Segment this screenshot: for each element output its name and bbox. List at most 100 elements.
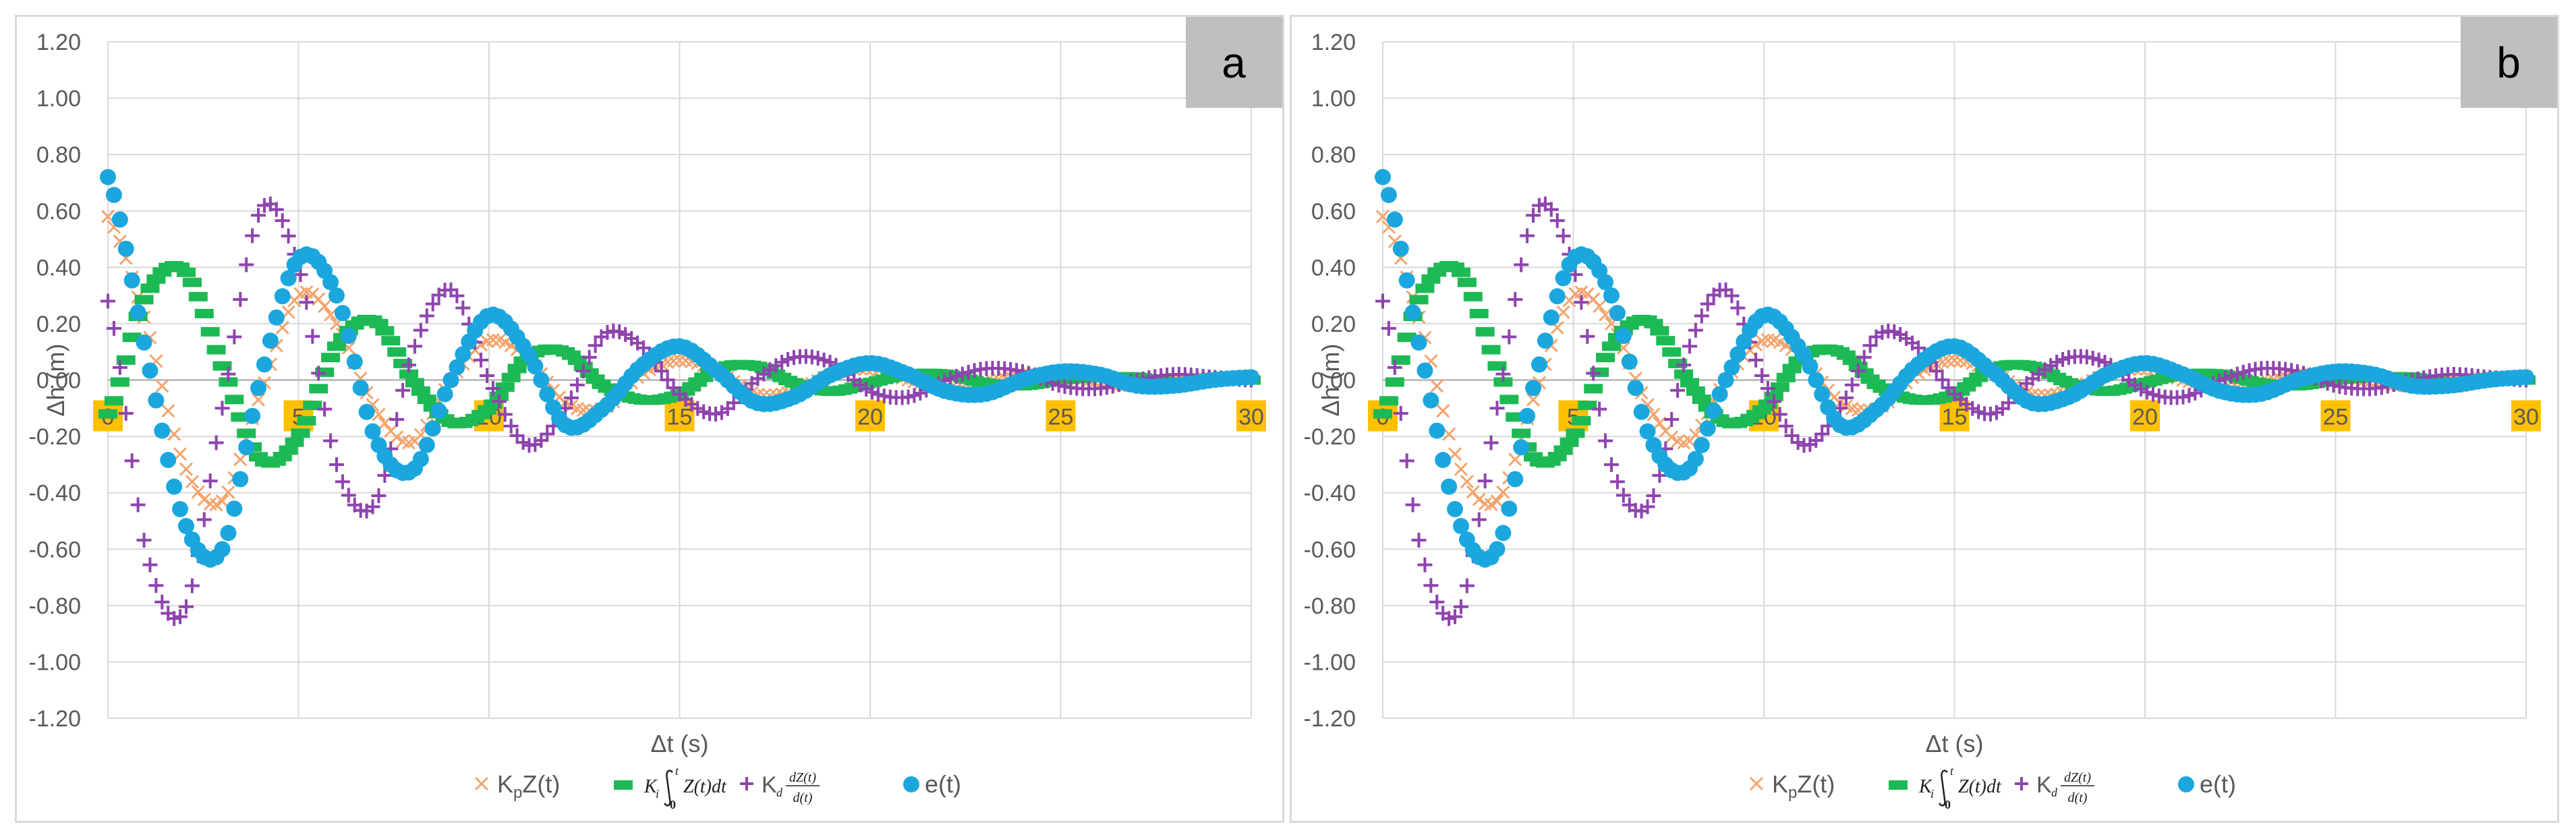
legend-ki-tail: Z(t)dt — [1958, 776, 2002, 797]
data-point — [1423, 578, 1439, 594]
data-point — [1766, 394, 1781, 409]
data-point — [172, 500, 189, 517]
data-point — [1652, 467, 1667, 483]
data-point — [1615, 488, 1631, 503]
data-point — [280, 270, 297, 287]
data-point — [130, 497, 146, 513]
data-point — [1609, 474, 1625, 490]
data-point — [371, 488, 387, 503]
data-point — [1404, 304, 1421, 321]
y-tick-label: -1.00 — [29, 649, 82, 675]
data-point — [1686, 386, 1705, 396]
data-point — [118, 405, 134, 421]
data-point — [405, 378, 424, 388]
data-point — [1559, 437, 1579, 447]
data-point — [341, 488, 356, 503]
data-point — [413, 322, 428, 338]
data-point — [291, 428, 310, 438]
data-point — [299, 295, 314, 310]
data-point — [1454, 462, 1468, 476]
data-point — [563, 390, 579, 405]
legend-ki-tail: Z(t)dt — [683, 776, 727, 797]
data-point — [215, 494, 229, 509]
data-point — [381, 336, 401, 346]
data-point — [311, 366, 326, 381]
x-tick-label: 20 — [857, 405, 883, 430]
data-point — [1387, 359, 1402, 375]
data-point — [1392, 240, 1409, 257]
legend-ki-upper: t — [675, 764, 679, 778]
legend-marker-ki — [614, 780, 633, 790]
data-point — [1808, 372, 1825, 388]
y-tick-label: -0.20 — [29, 424, 82, 450]
y-tick-label: 1.20 — [36, 30, 81, 55]
data-point — [140, 283, 160, 293]
data-point — [672, 353, 687, 368]
y-tick-label: -0.40 — [29, 481, 82, 507]
data-point — [575, 363, 591, 378]
data-point — [1436, 404, 1450, 418]
legend-ki-k: K — [643, 776, 658, 797]
data-point — [1530, 356, 1547, 373]
data-point — [346, 353, 363, 370]
data-point — [1459, 578, 1475, 594]
data-point — [244, 407, 261, 424]
legend-ki-lower: 0 — [1945, 798, 1951, 811]
data-point — [134, 295, 154, 305]
data-point — [1429, 422, 1446, 439]
data-point — [378, 416, 392, 430]
data-point — [1489, 401, 1505, 416]
data-point — [588, 338, 603, 353]
legend-kd-num: dZ(t) — [789, 770, 816, 785]
data-point — [1814, 426, 1830, 442]
data-point — [1705, 403, 1722, 420]
data-point — [1411, 532, 1427, 548]
x-tick-label: 25 — [2323, 405, 2349, 430]
panel-label: b — [2496, 38, 2521, 87]
data-point — [206, 345, 226, 355]
data-point — [185, 475, 199, 489]
data-point — [1489, 541, 1506, 558]
x-tick-highlight — [2320, 400, 2351, 432]
data-point — [1481, 345, 1501, 355]
data-point — [106, 320, 121, 336]
data-point — [419, 308, 434, 324]
y-tick-label: 0.20 — [36, 312, 81, 337]
data-point — [142, 362, 159, 379]
data-point — [1519, 407, 1536, 424]
y-tick-label: -1.20 — [1304, 706, 1356, 732]
plot-area — [98, 169, 1261, 627]
legend-label-kp: KpZ(t) — [497, 770, 560, 802]
data-point — [1441, 478, 1458, 495]
data-point — [401, 357, 417, 373]
x-tick-highlight — [2130, 400, 2160, 432]
data-point — [340, 328, 357, 345]
legend-integral-sign — [1938, 770, 1948, 807]
data-point — [166, 478, 183, 495]
data-point — [1549, 213, 1565, 229]
data-point — [407, 339, 422, 354]
data-point — [1850, 363, 1866, 378]
data-point — [1447, 500, 1464, 517]
legend-label-e: e(t) — [925, 770, 961, 798]
data-point — [124, 453, 140, 469]
y-tick-label: 0.60 — [36, 199, 81, 225]
data-point — [1664, 411, 1680, 427]
x-tick-label: 15 — [1942, 405, 1968, 430]
data-point — [1935, 372, 1950, 388]
data-point — [1782, 364, 1802, 374]
data-point — [1483, 435, 1499, 451]
data-point — [1399, 453, 1414, 469]
series-dot — [1375, 169, 2534, 568]
data-point — [449, 288, 465, 303]
data-point — [197, 492, 211, 507]
y-axis-title: Δh (m) — [42, 343, 69, 416]
data-point — [1615, 328, 1632, 345]
data-point — [660, 372, 675, 388]
data-point — [1526, 208, 1541, 223]
data-point — [188, 291, 208, 301]
x-tick-highlight — [2511, 400, 2541, 432]
data-point — [238, 439, 255, 456]
y-tick-label: -0.40 — [1304, 481, 1356, 507]
legend-ki-sub: i — [656, 787, 659, 801]
